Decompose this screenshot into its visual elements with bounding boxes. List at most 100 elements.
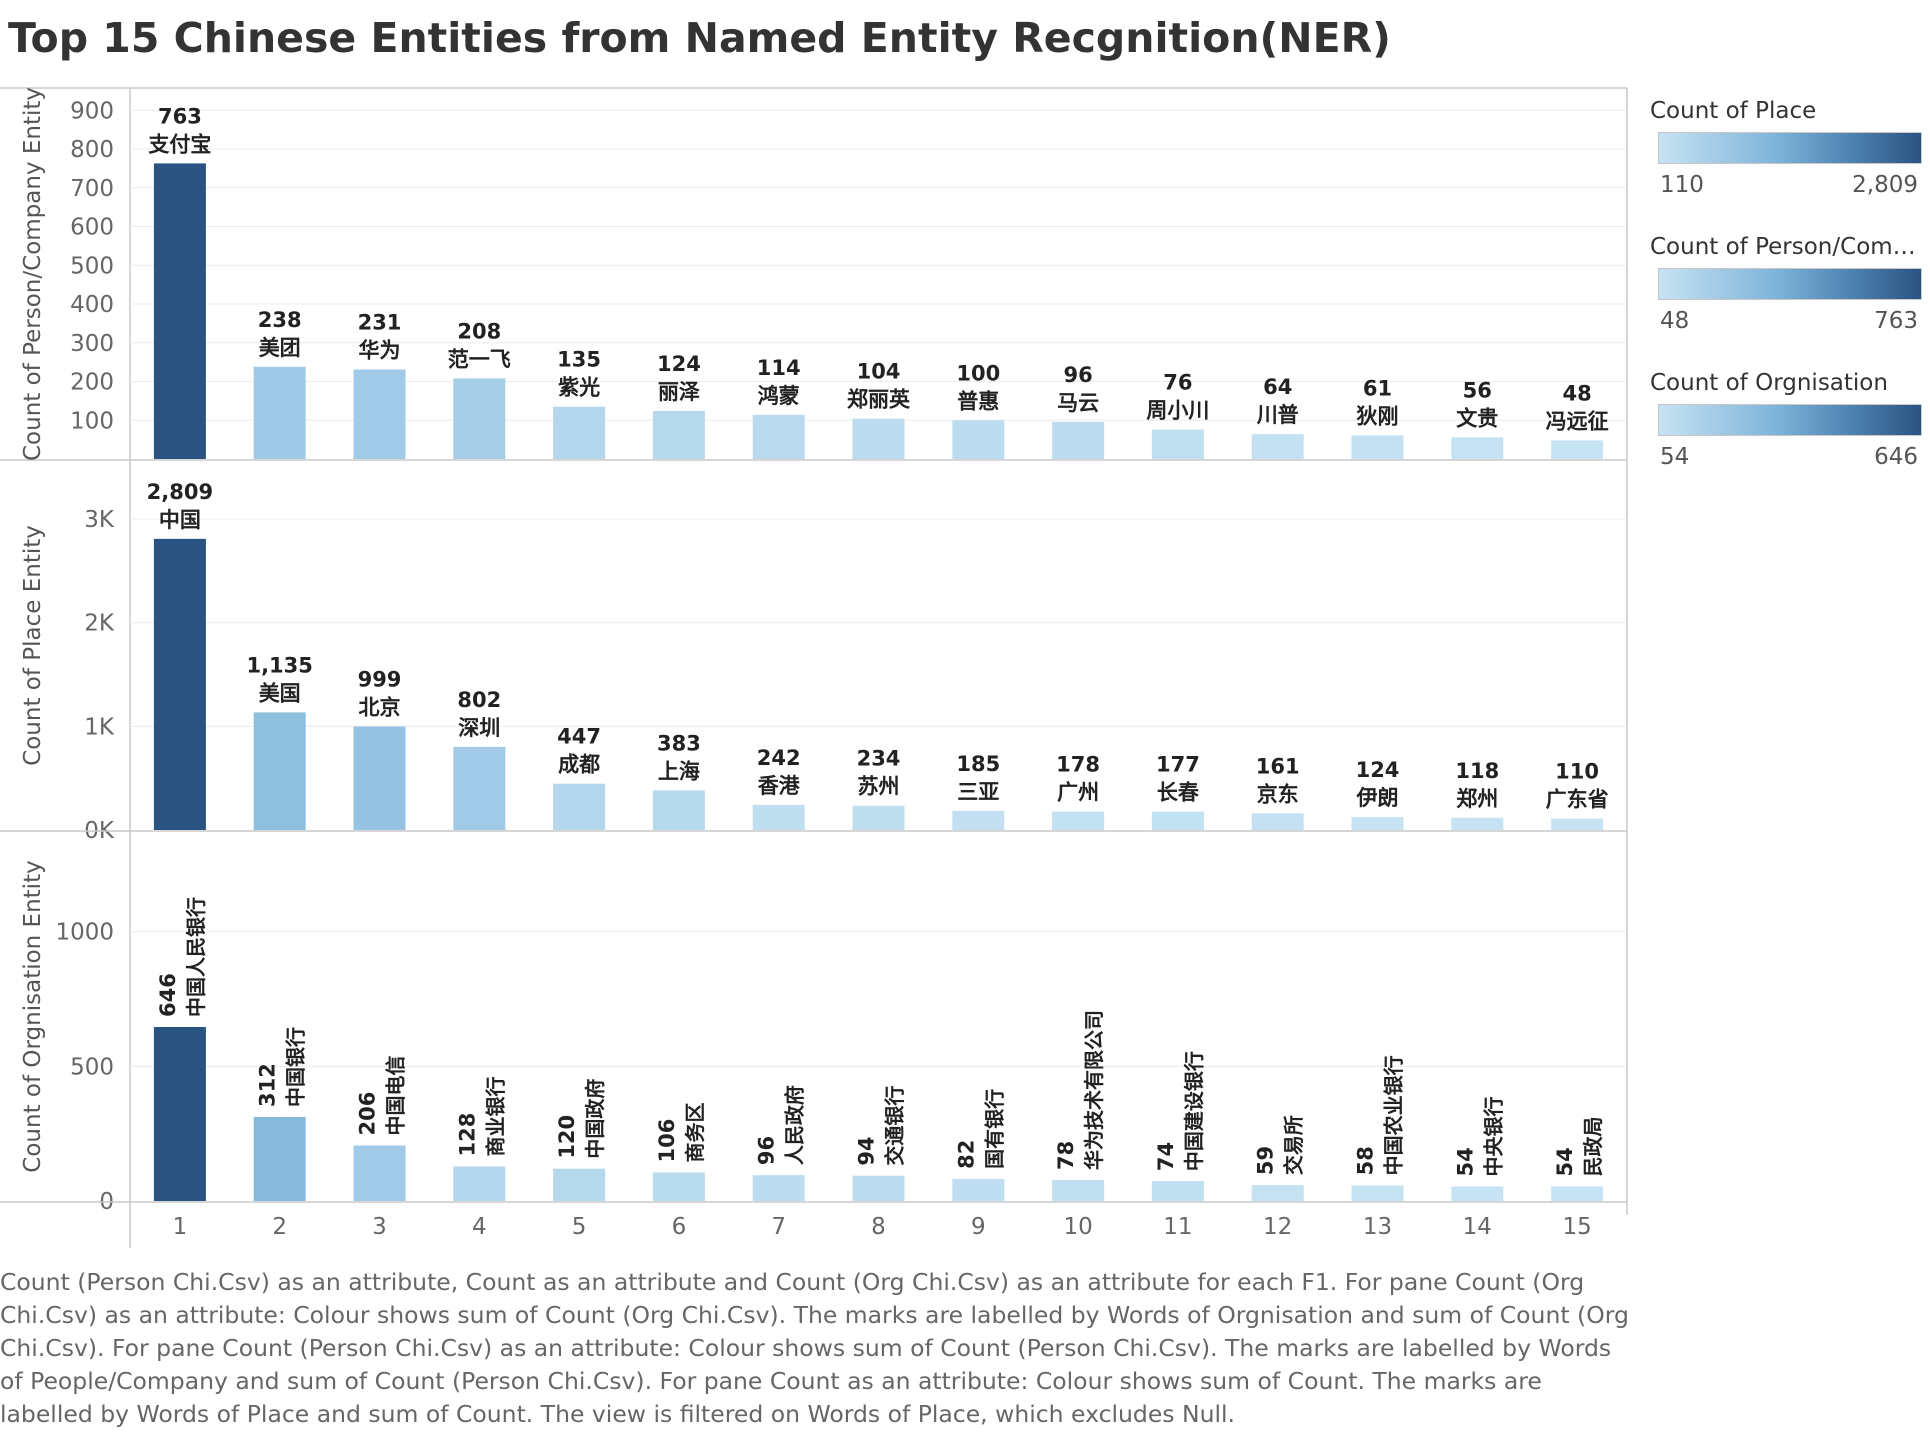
word-label: 上海 (658, 759, 700, 783)
x-tick-label: 12 (1263, 1214, 1292, 1240)
bar (353, 726, 406, 830)
legend-title-person: Count of Person/Compa.. (1650, 234, 1930, 260)
bar-label: 106 商务区 (655, 1102, 707, 1162)
bar (652, 790, 705, 830)
word-label: 支付宝 (148, 132, 211, 156)
word-label: 鸿蒙 (758, 384, 800, 408)
y-tick-label: 200 (70, 370, 114, 396)
x-tick-label: 5 (572, 1214, 587, 1240)
bar (1551, 440, 1604, 459)
value-label: 206 (356, 1092, 380, 1136)
legend-min-place: 110 (1660, 172, 1704, 198)
word-label: 华为技术有限公司 (1082, 1010, 1106, 1170)
bar-label: 59 交易所 (1254, 1115, 1306, 1175)
chart-area: 100 200 300 400 500 600 700 800 900 Count of Pers… (0, 87, 1628, 1248)
y-tick-label: 3K (84, 507, 115, 533)
word-label: 紫光 (558, 376, 600, 400)
bar (1052, 421, 1105, 459)
y-tick-label: 500 (70, 1054, 114, 1080)
word-label: 中国 (159, 508, 201, 532)
value-label: 76 (1163, 371, 1192, 395)
word-label: 伊朗 (1356, 786, 1399, 810)
y-tick-label: 400 (70, 292, 114, 318)
x-tick-label: 10 (1063, 1214, 1092, 1240)
value-label: 96 (1063, 363, 1092, 387)
y-tick-label: 1K (84, 714, 115, 740)
bar (1151, 1181, 1204, 1201)
bar (852, 418, 905, 459)
value-label: 78 (1054, 1141, 1078, 1170)
word-label: 郑州 (1456, 787, 1498, 811)
bar (952, 420, 1005, 459)
bar (353, 1145, 406, 1201)
value-label: 208 (457, 319, 501, 343)
value-label: 110 (1555, 760, 1599, 784)
bar (1052, 811, 1105, 830)
y-tick-label: 2K (84, 611, 115, 637)
word-label: 川普 (1256, 403, 1299, 427)
bar (1251, 813, 1304, 830)
word-label: 中国建设银行 (1182, 1051, 1206, 1171)
word-label: 狄刚 (1356, 404, 1399, 428)
bar (1151, 429, 1204, 459)
bar (1351, 817, 1404, 830)
x-tick-label: 4 (472, 1214, 487, 1240)
legend-min-organisation: 54 (1660, 444, 1690, 470)
legend-title-organisation: Count of Orgnisation (1650, 370, 1888, 396)
word-label: 冯远征 (1546, 409, 1609, 433)
word-label: 成都 (558, 753, 600, 777)
word-label: 文贵 (1456, 406, 1498, 430)
bar (1052, 1179, 1105, 1201)
bar (153, 538, 206, 830)
bar (553, 783, 606, 830)
bar (1451, 1186, 1504, 1201)
legend-min-person: 48 (1660, 308, 1690, 334)
value-label: 124 (1356, 758, 1400, 782)
word-label: 国有银行 (982, 1089, 1006, 1169)
bar-label: 78 华为技术有限公司 (1054, 1010, 1106, 1170)
y-tick-label: 1000 (55, 920, 114, 946)
y-axis-title: Count of Orgnisation Entity (20, 860, 46, 1172)
bar (852, 1175, 905, 1201)
value-label: 763 (158, 104, 202, 128)
bar (752, 414, 805, 459)
value-label: 59 (1254, 1146, 1278, 1175)
value-label: 646 (156, 973, 180, 1017)
value-label: 802 (457, 688, 501, 712)
y-axis-title: Count of Person/Company Entity (20, 87, 46, 461)
y-tick-label: 100 (70, 408, 114, 434)
caption: Count (Person Chi.Csv) as an attribute, … (0, 1268, 1629, 1428)
legend-gradient-person (1658, 268, 1922, 300)
bar (453, 1166, 506, 1201)
bar-label: 58 中国农业银行 (1354, 1055, 1406, 1175)
word-label: 交通银行 (883, 1086, 907, 1166)
value-label: 58 (1354, 1146, 1378, 1175)
value-label: 242 (757, 746, 801, 770)
value-label: 2,809 (147, 480, 213, 504)
word-label: 苏州 (858, 775, 900, 799)
value-label: 100 (956, 361, 1000, 385)
word-label: 中国电信 (384, 1056, 408, 1136)
x-tick-label: 2 (272, 1214, 287, 1240)
value-label: 124 (657, 352, 701, 376)
x-tick-label: 8 (871, 1214, 886, 1240)
word-label: 京东 (1257, 782, 1299, 806)
bar (253, 712, 306, 830)
value-label: 54 (1553, 1147, 1577, 1176)
bar (1551, 1186, 1604, 1201)
bar (553, 406, 606, 459)
word-label: 长春 (1157, 781, 1200, 805)
bar (1251, 434, 1304, 459)
y-axis-title: Count of Place Entity (20, 525, 46, 766)
x-tick-label: 14 (1463, 1214, 1492, 1240)
legend-max-place: 2,809 (1852, 172, 1918, 198)
word-label: 中国人民银行 (184, 897, 208, 1017)
pane-1: 100 200 300 400 500 600 700 800 900 Count of Pers… (0, 87, 1627, 461)
value-label: 128 (455, 1113, 479, 1157)
bar (1351, 435, 1404, 459)
bar-label: 646 中国人民银行 (156, 897, 208, 1017)
value-label: 104 (857, 360, 901, 384)
y-tick-label: 800 (70, 137, 114, 163)
word-label: 香港 (758, 774, 801, 798)
bar (752, 804, 805, 830)
